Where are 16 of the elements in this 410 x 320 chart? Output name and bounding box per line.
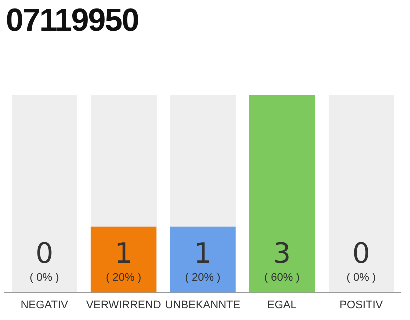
chart-title: 07119950 xyxy=(6,2,139,39)
data-label: ( 60% ) xyxy=(264,272,300,284)
annotation: 3 xyxy=(273,236,292,270)
x-tick-label: VERWIRREND xyxy=(86,299,162,312)
annotation: 1 xyxy=(114,236,133,270)
data-label: ( 0% ) xyxy=(346,272,376,284)
data-label: ( 20% ) xyxy=(185,272,221,284)
data-label: ( 0% ) xyxy=(30,272,60,284)
data-label: ( 20% ) xyxy=(106,272,142,284)
x-tick-label: EGAL xyxy=(268,299,297,312)
x-tick-label: POSITIV xyxy=(340,299,384,312)
x-tick-label: UNBEKANNTE xyxy=(165,299,241,312)
annotation: 0 xyxy=(352,236,370,270)
x-tick-label: NEGATIV xyxy=(20,299,69,312)
annotation: 0 xyxy=(36,236,54,270)
annotation: 1 xyxy=(194,236,212,270)
